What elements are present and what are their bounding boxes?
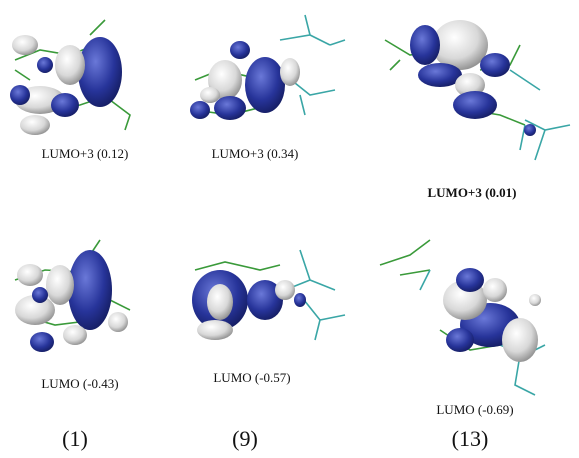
orbital-label: LUMO+3 (0.12) bbox=[42, 146, 129, 161]
compound-label: (9) bbox=[232, 426, 258, 451]
compound-label: (13) bbox=[452, 426, 489, 451]
orbital-label: LUMO+3 (0.34) bbox=[212, 146, 299, 161]
figure: LUMO+3 (0.12) LUMO+3 (0.34) LUMO+3 (0.01… bbox=[0, 0, 579, 458]
orbital-label: LUMO+3 (0.01) bbox=[427, 185, 516, 200]
orbital-image bbox=[15, 240, 130, 352]
orbital-label: LUMO (-0.43) bbox=[41, 376, 118, 391]
orbital-label: LUMO (-0.57) bbox=[213, 370, 290, 385]
orbital-label: LUMO (-0.69) bbox=[436, 402, 513, 417]
orbital-image bbox=[10, 20, 130, 135]
orbital-image bbox=[190, 15, 345, 120]
compound-label: (1) bbox=[62, 426, 88, 451]
orbital-image bbox=[192, 250, 345, 340]
orbital-image bbox=[385, 20, 570, 160]
orbital-image bbox=[380, 240, 545, 395]
